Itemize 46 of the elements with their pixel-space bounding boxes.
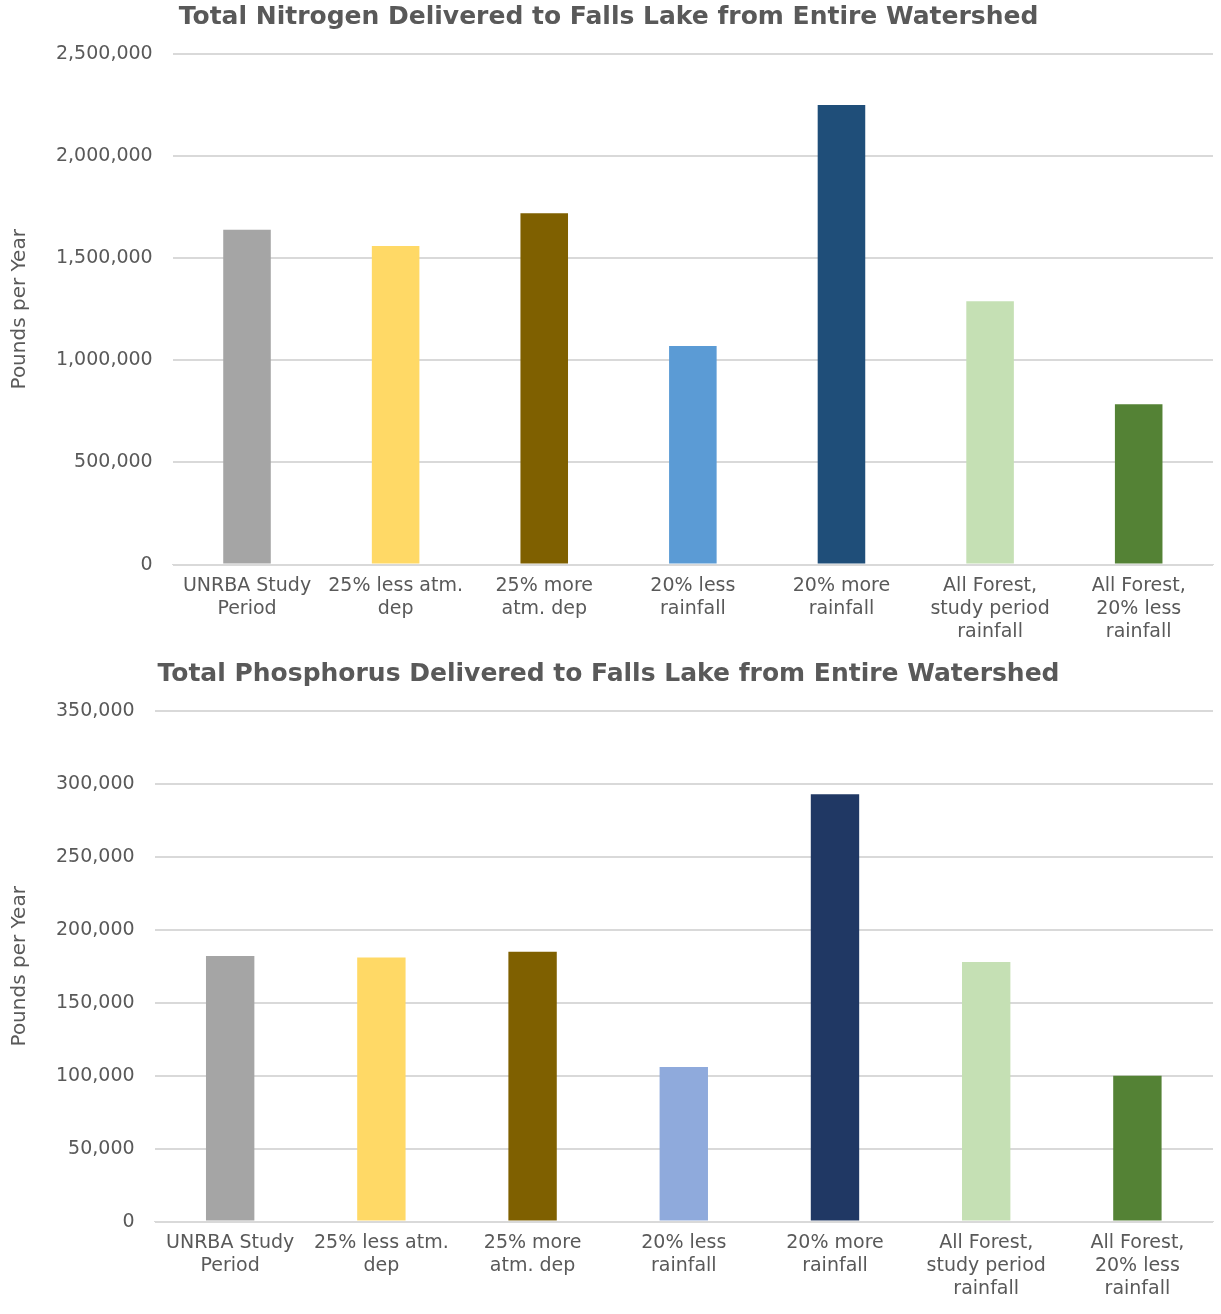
y-tick-label: 250,000 xyxy=(55,843,135,866)
y-tick-label: 2,000,000 xyxy=(55,143,153,166)
x-tick-label: 25% less atm. dep xyxy=(328,572,463,618)
bar xyxy=(669,346,717,564)
x-tick-label: 20% more rainfall xyxy=(786,1229,884,1275)
y-tick-label: 350,000 xyxy=(55,697,135,720)
x-tick-label: UNRBA Study Period xyxy=(166,1229,295,1275)
bar xyxy=(1113,1075,1162,1221)
bar xyxy=(371,245,420,564)
y-tick-label: 0 xyxy=(140,551,153,574)
x-tick-label: UNRBA Study Period xyxy=(182,572,312,618)
y-axis-title: Pounds per Year xyxy=(6,885,31,1047)
x-tick-label: 25% more atm. dep xyxy=(483,1229,582,1275)
bar xyxy=(817,105,866,564)
y-tick-label: 200,000 xyxy=(55,916,135,939)
bar xyxy=(205,956,255,1221)
y-tick-label: 150,000 xyxy=(55,989,135,1012)
x-tick-label: 25% more atm. dep xyxy=(495,572,593,618)
y-tick-label: 300,000 xyxy=(55,770,135,793)
bar xyxy=(357,957,406,1221)
bar xyxy=(1114,404,1163,564)
bar xyxy=(223,229,271,564)
y-axis-title: Pounds per Year xyxy=(6,228,31,390)
y-tick-label: 500,000 xyxy=(74,449,153,472)
bar xyxy=(520,213,569,564)
x-tick-label: All Forest, 20% less rainfall xyxy=(1091,572,1186,641)
bar xyxy=(966,301,1014,564)
x-tick-label: All Forest, study period rainfall xyxy=(930,572,1050,641)
y-tick-label: 0 xyxy=(122,1208,135,1231)
x-tick-label: All Forest, 20% less rainfall xyxy=(1090,1229,1185,1298)
x-tick-label: 20% less rainfall xyxy=(641,1229,727,1275)
chart-title: Total Nitrogen Delivered to Falls Lake from Entire Watershed xyxy=(178,0,1039,30)
y-tick-label: 100,000 xyxy=(55,1062,135,1085)
y-tick-label: 2,500,000 xyxy=(55,40,153,63)
bar xyxy=(508,951,557,1221)
y-tick-label: 50,000 xyxy=(68,1135,135,1158)
chart-title: Total Phosphorus Delivered to Falls Lake from Entire Watershed xyxy=(157,657,1060,687)
x-tick-label: 25% less atm. dep xyxy=(314,1229,449,1275)
x-tick-label: 20% less rainfall xyxy=(650,572,736,618)
y-tick-label: 1,500,000 xyxy=(55,245,153,268)
x-tick-label: 20% more rainfall xyxy=(792,572,891,618)
bar xyxy=(659,1066,708,1221)
y-tick-label: 1,000,000 xyxy=(55,347,153,370)
bar xyxy=(810,794,860,1221)
x-tick-label: All Forest, study period rainfall xyxy=(926,1229,1046,1298)
bar xyxy=(962,961,1011,1221)
